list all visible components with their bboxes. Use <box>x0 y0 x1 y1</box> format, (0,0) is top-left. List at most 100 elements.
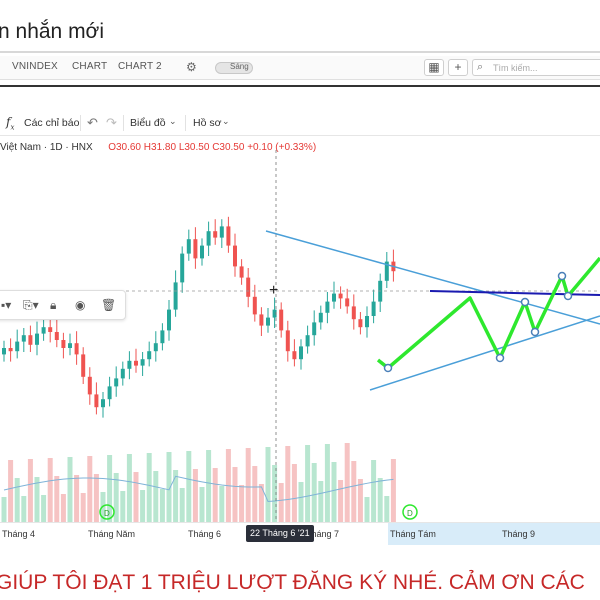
volume-bar <box>47 458 53 522</box>
candle-body <box>114 378 119 387</box>
volume-bar <box>344 443 350 522</box>
volume-bar <box>377 478 383 522</box>
undo-icon[interactable]: ↶ <box>87 115 98 130</box>
tab-chart[interactable]: CHART <box>72 61 108 72</box>
xtick-label: Tháng 9 <box>502 529 536 539</box>
volume-bar <box>133 472 139 522</box>
add-button[interactable]: + <box>448 59 468 76</box>
volume-bar <box>291 464 297 522</box>
gear-icon[interactable]: ⚙ <box>186 60 197 74</box>
volume-bar <box>21 496 27 522</box>
theme-toggle[interactable] <box>215 62 253 74</box>
volume-bar <box>54 476 60 522</box>
candle-body <box>193 239 198 259</box>
tab-chart-2[interactable]: CHART 2 <box>118 61 162 72</box>
candle-body <box>140 359 145 366</box>
volume-bar <box>298 482 304 522</box>
candle-body <box>74 343 79 355</box>
axis-range-highlight <box>388 523 600 545</box>
candle-body <box>351 306 356 320</box>
chart-type-button[interactable]: Biểu đồ <box>130 117 166 129</box>
indicators-button[interactable]: Các chỉ báo <box>24 117 80 129</box>
candle-body <box>8 348 13 352</box>
eye-icon[interactable]: ◉ <box>75 298 86 312</box>
trendline-lower[interactable] <box>369 315 600 391</box>
volume-bar <box>371 460 377 522</box>
zigzag-anchor <box>563 291 573 301</box>
price-chart[interactable]: + D D <box>0 150 600 540</box>
volume-bar <box>219 486 225 522</box>
crosshair-date-label: 22 Tháng 6 '21 <box>246 525 314 542</box>
volume-bar <box>212 468 218 522</box>
candle-body <box>206 231 211 246</box>
volume-bar <box>27 459 33 522</box>
xtick-label: Tháng 4 <box>2 529 36 539</box>
event-marker[interactable] <box>99 504 115 520</box>
candle-body <box>292 351 297 360</box>
trash-icon[interactable]: 🗑︎ <box>101 298 117 312</box>
volume-bar <box>258 484 264 522</box>
plus-icon: + <box>454 60 462 74</box>
volume-bar <box>80 493 86 522</box>
candle-body <box>101 399 105 408</box>
volume-bar <box>357 479 363 522</box>
volume-bar <box>245 448 251 522</box>
zigzag-anchor <box>557 271 567 281</box>
toolbar-separator <box>80 115 81 131</box>
volume-bar <box>146 453 152 522</box>
candle-body <box>41 327 46 334</box>
volume-bars <box>1 443 396 522</box>
shape-select-icon[interactable]: ▪▾ <box>1 298 12 312</box>
candle-body <box>21 335 26 342</box>
zigzag-anchor <box>495 353 505 363</box>
resistance-line[interactable] <box>429 290 600 296</box>
volume-bar <box>390 459 396 522</box>
candle-body <box>134 360 138 366</box>
volume-bar <box>272 465 278 522</box>
candle-body <box>246 277 251 297</box>
volume-bar <box>107 455 113 522</box>
volume-bar <box>87 456 93 522</box>
candle-body <box>358 319 363 328</box>
volume-bar <box>34 477 40 522</box>
candle-body <box>48 327 53 332</box>
search-input[interactable]: ⌕ Tìm kiếm... <box>472 59 600 76</box>
volume-bar <box>265 447 271 522</box>
candle-body <box>200 245 204 259</box>
event-marker[interactable] <box>402 504 418 520</box>
candle-body <box>186 239 191 254</box>
xtick-label: Tháng Năm <box>88 529 136 539</box>
profile-button[interactable]: Hồ sơ <box>193 117 222 129</box>
zigzag-anchor <box>530 327 540 337</box>
xtick-label: Tháng Tám <box>390 529 436 539</box>
volume-bar <box>140 490 146 522</box>
volume-bar <box>199 487 205 522</box>
tab-vnindex[interactable]: VNINDEX <box>12 61 58 72</box>
candle-body <box>160 330 165 344</box>
volume-bar <box>285 446 291 522</box>
high-value: H31.80 <box>143 142 177 153</box>
layout-button[interactable]: ▦ <box>424 59 444 76</box>
copy-icon[interactable]: ⎘▾ <box>23 298 39 312</box>
volume-bar <box>67 457 73 522</box>
volume-bar <box>318 481 324 522</box>
candle-body <box>28 335 33 345</box>
volume-bar <box>126 454 132 522</box>
trendline-upper[interactable] <box>265 230 600 325</box>
zigzag-anchor-points[interactable] <box>383 271 573 373</box>
low-value: L30.50 <box>178 142 210 153</box>
candlesticks <box>2 216 396 418</box>
window-header: n nhắn mới <box>0 0 600 52</box>
candle-body <box>365 316 369 328</box>
candle-body <box>345 298 350 307</box>
volume-bar <box>338 480 344 522</box>
volume-bar <box>278 483 284 522</box>
toolbar-separator <box>185 115 186 131</box>
toolbar-separator <box>123 115 124 131</box>
volume-average-line <box>3 475 394 503</box>
lock-icon[interactable]: 🔒︎ <box>50 298 57 312</box>
candle-body <box>279 309 284 331</box>
candle-body <box>332 293 336 302</box>
window-title: n nhắn mới <box>0 20 104 43</box>
redo-icon[interactable]: ↷ <box>106 115 117 130</box>
